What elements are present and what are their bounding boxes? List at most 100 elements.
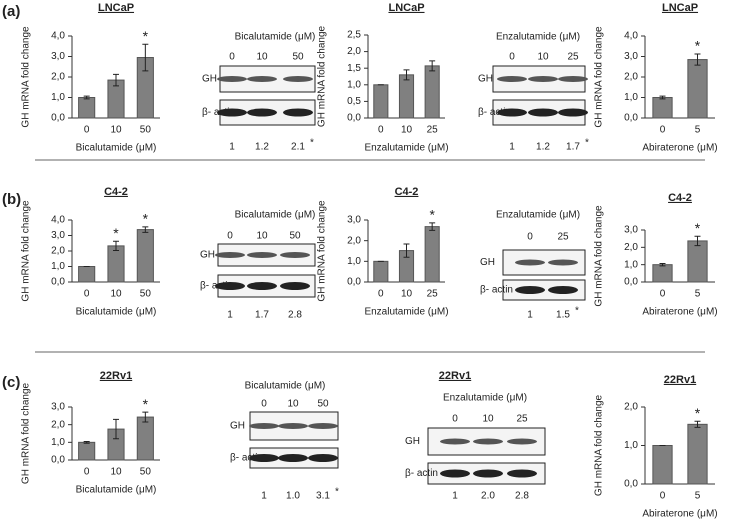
blot-row-label: β- actin: [478, 107, 511, 118]
x-tick-label: 5: [695, 125, 701, 136]
blot-band: [247, 108, 277, 117]
x-tick-label: 0: [84, 289, 90, 300]
x-tick-label: 50: [140, 289, 152, 300]
ratio-label: 1: [227, 310, 233, 321]
x-axis-label: Enzalutamide (μM): [364, 307, 448, 318]
x-tick-label: 0: [84, 467, 90, 478]
lane-label: 50: [317, 399, 329, 410]
y-tick-label: 4,0: [624, 31, 638, 42]
blot-row-label: GH: [480, 257, 495, 268]
blot-band: [473, 469, 503, 478]
significance-star: *: [143, 28, 149, 44]
bar: [78, 441, 96, 461]
blot-band: [280, 252, 310, 258]
blot-band: [507, 438, 537, 445]
blot-band: [515, 259, 545, 266]
y-tick-label: 2,0: [624, 402, 638, 413]
x-tick-label: 50: [140, 467, 152, 478]
y-tick-label: 1,0: [624, 259, 638, 270]
error-bar: [83, 95, 90, 100]
ratio-label: 1.5: [556, 310, 570, 321]
bar: [652, 264, 673, 283]
x-tick-label: 0: [378, 289, 384, 300]
chart-title: C4-2: [395, 186, 419, 198]
x-tick-label: 10: [110, 467, 122, 478]
y-tick-label: 0,0: [624, 113, 638, 124]
blot-row-label: GH: [405, 436, 420, 447]
blot-band: [473, 438, 503, 445]
ratio-label: 1: [527, 310, 533, 321]
panel-label: (b): [2, 191, 21, 208]
chart-title: C4-2: [668, 192, 692, 204]
lane-label: 0: [509, 52, 515, 63]
blot-band: [558, 76, 588, 82]
significance-star: *: [695, 38, 701, 54]
y-tick-label: 2,0: [51, 246, 65, 257]
bar: [373, 260, 389, 283]
chart-title: 22Rv1: [664, 374, 696, 386]
bar: [136, 416, 154, 461]
lane-label: 0: [452, 414, 458, 425]
x-tick-label: 0: [660, 289, 666, 300]
blot-title: Bicalutamide (μM): [235, 210, 316, 221]
blot-band: [440, 438, 470, 445]
x-tick-label: 10: [110, 289, 122, 300]
blot-row-label: GH: [200, 250, 215, 261]
blot-heading: 22Rv1: [439, 370, 471, 382]
lane-label: 10: [256, 231, 268, 242]
x-axis-label: Abiraterone (μM): [642, 509, 717, 520]
x-axis-label: Bicalutamide (μM): [76, 485, 157, 496]
lane-label: 25: [567, 52, 579, 63]
significance-star: *: [113, 225, 119, 241]
ratio-star: *: [310, 138, 314, 149]
blot-band: [548, 286, 578, 294]
significance-star: *: [695, 220, 701, 236]
chart-title: LNCaP: [98, 2, 134, 14]
blot-band: [497, 76, 527, 82]
x-tick-label: 10: [401, 289, 413, 300]
y-axis-label: GH mRNA fold change: [21, 200, 32, 302]
error-bar: [694, 53, 701, 66]
y-tick-label: 0,0: [51, 277, 65, 288]
ratio-label: 1.2: [255, 142, 269, 153]
ratio-label: 1: [261, 491, 267, 502]
bar: [687, 59, 708, 119]
y-tick-label: 1,0: [347, 79, 361, 90]
error-bar: [429, 222, 436, 231]
x-tick-label: 0: [378, 125, 384, 136]
blot-band: [249, 454, 279, 462]
bar: [687, 423, 708, 485]
lane-label: 0: [261, 399, 267, 410]
blot-title: Enzalutamide (μM): [496, 32, 580, 43]
bar: [107, 245, 125, 283]
blot-band: [308, 423, 338, 429]
blot-band: [308, 454, 338, 462]
error-bar: [113, 418, 119, 440]
lane-label: 0: [527, 232, 533, 243]
blot-band: [528, 108, 558, 117]
y-tick-label: 1,0: [51, 92, 65, 103]
y-tick-label: 2,0: [624, 242, 638, 253]
blot-band: [217, 76, 247, 82]
x-axis-label: Bicalutamide (μM): [76, 143, 157, 154]
lane-label: 25: [516, 414, 528, 425]
y-tick-label: 1,0: [624, 92, 638, 103]
ratio-label: 3.1: [316, 491, 330, 502]
ratio-label: 2.8: [515, 491, 529, 502]
y-tick-label: 3,0: [51, 230, 65, 241]
y-tick-label: 2,0: [51, 419, 65, 430]
bar: [652, 97, 673, 119]
x-tick-label: 50: [140, 125, 152, 136]
error-bar: [113, 73, 119, 87]
blot-title: Bicalutamide (μM): [245, 381, 326, 392]
blot-band: [247, 282, 277, 290]
error-bar: [694, 420, 701, 428]
blot-band: [247, 252, 277, 258]
bar: [78, 97, 96, 119]
y-tick-label: 2,0: [347, 235, 361, 246]
y-tick-label: 3,0: [51, 51, 65, 62]
y-axis-label: GH mRNA fold change: [317, 200, 328, 302]
lane-label: 50: [292, 52, 304, 63]
bar: [687, 240, 708, 283]
